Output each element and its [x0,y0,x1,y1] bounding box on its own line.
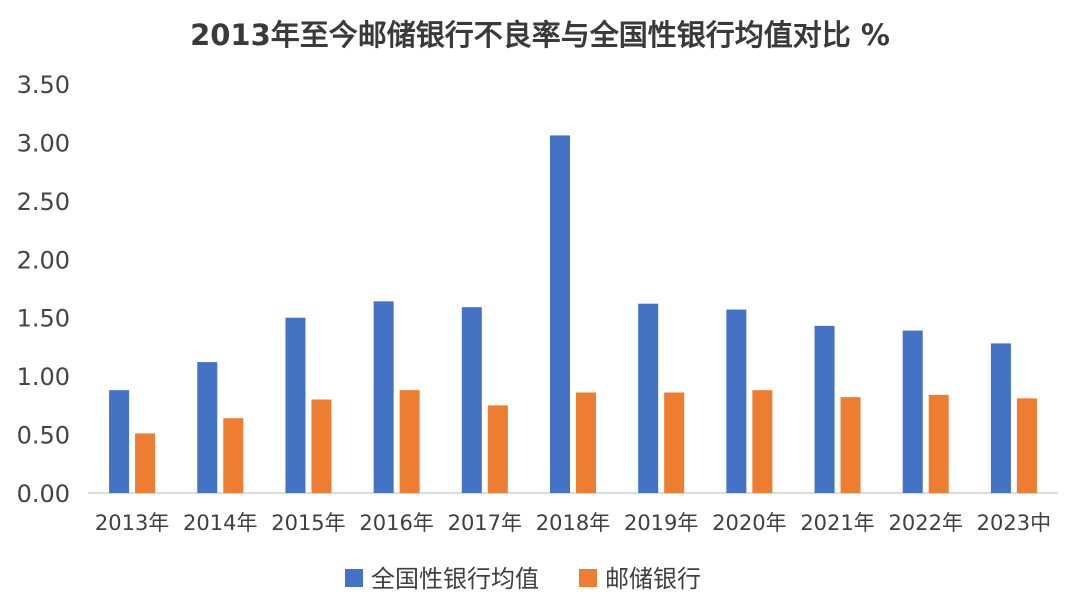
legend-swatch [345,569,363,587]
bar-national-avg [726,309,747,493]
x-tick-label: 2015年 [271,511,345,535]
x-tick-label: 2023中 [977,511,1051,535]
legend-label: 全国性银行均值 [371,565,539,593]
y-tick-label: 1.50 [17,305,70,333]
y-tick-label: 0.00 [17,480,70,508]
y-tick-label: 1.00 [17,363,70,391]
chart-title: 2013年至今邮储银行不良率与全国性银行均值对比 % [190,18,890,52]
x-tick-label: 2018年 [536,511,610,535]
y-tick-label: 3.50 [17,71,70,99]
bar-psbc [928,394,949,493]
x-tick-label: 2013年 [95,511,169,535]
x-tick-label: 2022年 [889,511,963,535]
bar-national-avg [285,317,306,493]
bar-national-avg [109,390,130,493]
x-tick-label: 2016年 [359,511,433,535]
bar-psbc [576,392,596,493]
y-tick-label: 0.50 [17,422,70,450]
bar-psbc [664,392,685,493]
bar-national-avg [373,301,394,493]
bar-national-avg [197,362,218,493]
legend-swatch [579,569,597,587]
bar-psbc [399,390,420,493]
bar-national-avg [638,303,659,493]
bar-psbc [223,418,244,493]
bar-psbc [311,399,332,493]
y-tick-label: 2.50 [17,188,70,216]
y-tick-label: 3.00 [17,129,70,157]
bar-psbc [135,433,156,493]
bar-national-avg [990,343,1011,493]
bar-psbc [840,397,861,493]
x-tick-label: 2019年 [624,511,698,535]
bar-psbc [487,405,508,493]
x-tick-label: 2017年 [448,511,522,535]
bar-national-avg [902,330,923,493]
x-tick-label: 2020年 [712,511,786,535]
x-tick-label: 2021年 [800,511,874,535]
bar-national-avg [550,135,570,493]
legend-label: 邮储银行 [605,565,701,593]
x-tick-label: 2014年 [183,511,257,535]
bar-psbc [752,390,773,493]
bar-national-avg [461,307,482,493]
bar-national-avg [814,325,835,493]
y-tick-label: 2.00 [17,246,70,274]
bar-psbc [1016,398,1037,493]
